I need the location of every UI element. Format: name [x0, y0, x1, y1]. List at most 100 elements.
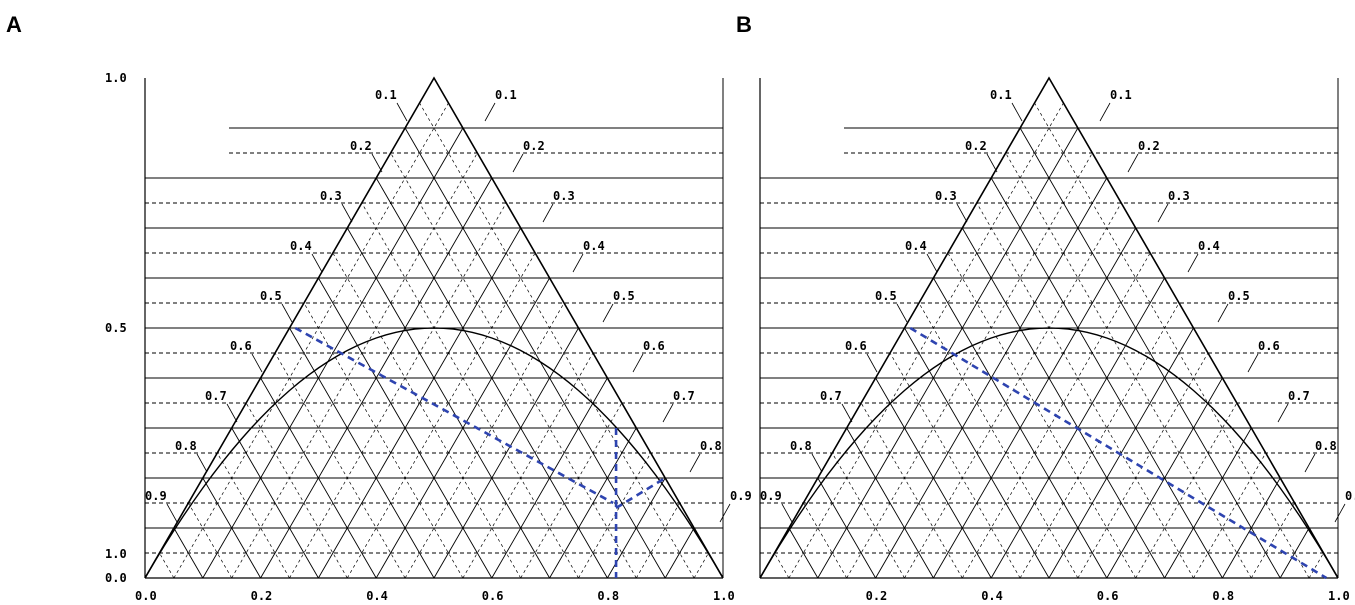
leader-line — [956, 203, 968, 223]
mesh-line — [202, 477, 261, 579]
mesh-line — [635, 502, 680, 579]
diag-label-left: 0.5 — [875, 289, 897, 303]
leader-line — [811, 453, 823, 473]
diag-label-right: 0.8 — [700, 439, 722, 453]
leader-line — [281, 303, 293, 323]
tie-line — [615, 476, 666, 510]
mesh-line — [1135, 402, 1238, 579]
diag-label-left: 0.7 — [205, 389, 227, 403]
diag-label-right: 0.1 — [1110, 88, 1132, 102]
mesh-line — [1193, 452, 1267, 579]
x-tick-label: 0.4 — [981, 589, 1003, 603]
binodal-curve — [759, 327, 1339, 579]
diag-label-left: 0.2 — [350, 139, 372, 153]
diag-label-right: 0.4 — [583, 239, 605, 253]
leader-line — [896, 303, 908, 323]
leader-line — [986, 153, 998, 173]
mesh-line — [361, 202, 579, 579]
leader-line — [311, 253, 323, 273]
chart-panel-a: 0.1 0.1 0.2 0.2 0.3 0.3 0.4 0.4 0.5 0.5 0.6 0.6 0.7 0… — [105, 71, 752, 603]
diag-label-left: 0.5 — [260, 289, 282, 303]
y-tick-label: 1.0 — [105, 71, 127, 85]
mesh-line — [260, 377, 377, 579]
diag-label-right: 0.2 — [523, 139, 545, 153]
leader-line — [226, 403, 238, 423]
diag-label-right: 0.7 — [673, 389, 695, 403]
mesh-line — [664, 527, 695, 579]
x-tick-label: 1.0 — [1328, 589, 1350, 603]
diag-label-left: 0.3 — [935, 189, 957, 203]
mesh-line — [860, 402, 963, 579]
mesh-line — [875, 377, 992, 579]
mesh-line — [231, 427, 319, 579]
bottom-left-label: 1.0 — [105, 547, 127, 561]
mesh-line — [1222, 477, 1281, 579]
leader-line — [719, 503, 731, 523]
leader-line — [572, 253, 584, 273]
mesh-line — [216, 452, 290, 579]
diag-label-left: 0.1 — [375, 88, 397, 102]
tie-line — [909, 326, 1328, 580]
leader-line — [1187, 253, 1199, 273]
mesh-line — [1005, 152, 1252, 579]
leader-line — [602, 303, 614, 323]
mesh-line — [976, 202, 1194, 579]
leader-line — [1247, 353, 1259, 373]
leader-line — [396, 102, 408, 122]
mesh-line — [491, 377, 608, 579]
diag-label-left: 0.1 — [990, 88, 1012, 102]
mesh-line — [231, 152, 478, 579]
mesh-line — [846, 427, 934, 579]
mesh-line — [188, 502, 233, 579]
diag-label-right: 0.1 — [495, 88, 517, 102]
mesh-line — [289, 327, 435, 579]
leader-line — [1157, 203, 1169, 223]
x-tick-label: 1.0 — [713, 589, 735, 603]
diag-label-right: 0.5 — [1228, 289, 1250, 303]
mesh-line — [289, 202, 507, 579]
chart-panel-b: 0.1 0.1 0.2 0.2 0.3 0.3 0.4 0.4 0.5 0.5 0.6 0.6 0.7 0… — [759, 76, 1355, 603]
leader-line — [1334, 503, 1346, 523]
mesh-line — [245, 402, 348, 579]
leader-line — [1217, 303, 1229, 323]
mesh-line — [918, 302, 1079, 579]
mesh-line — [817, 477, 876, 579]
diag-label-left: 0.4 — [290, 239, 312, 253]
diag-label-left: 0.9 — [145, 489, 167, 503]
diag-label-left: 0.6 — [845, 339, 867, 353]
mesh-line — [549, 427, 637, 579]
leader-line — [926, 253, 938, 273]
mesh-line — [1164, 427, 1252, 579]
mesh-line — [346, 252, 536, 579]
mesh-line — [318, 227, 522, 579]
x-tick-label: 0.6 — [482, 589, 504, 603]
leader-line — [662, 403, 674, 423]
diag-label-right: 0.3 — [1168, 189, 1190, 203]
x-tick-label: 0.2 — [866, 589, 888, 603]
leader-line — [1099, 102, 1111, 122]
x-tick-label: 0.0 — [135, 589, 157, 603]
leader-line — [1127, 153, 1139, 173]
mesh-line — [404, 302, 565, 579]
mesh-line — [788, 102, 1064, 579]
binodal-curve — [144, 327, 724, 579]
mesh-line — [346, 227, 550, 579]
diag-label-right: 0.7 — [1288, 389, 1310, 403]
diag-label-right: 0.9 — [730, 489, 752, 503]
diag-label-right: 0.3 — [553, 189, 575, 203]
x-tick-label: 0.6 — [1097, 589, 1119, 603]
mesh-line — [1077, 352, 1209, 579]
x-tick-label: 0.4 — [366, 589, 388, 603]
diag-label-right: 0.2 — [1138, 139, 1160, 153]
diag-label-left: 0.7 — [820, 389, 842, 403]
mesh-line — [889, 352, 1021, 579]
mesh-line — [462, 352, 594, 579]
diag-label-left: 0.8 — [790, 439, 812, 453]
y-tick-label: 0.0 — [105, 571, 127, 585]
diag-label-left: 0.4 — [905, 239, 927, 253]
leader-line — [1304, 453, 1316, 473]
mesh-line — [173, 102, 449, 579]
mesh-line — [1034, 102, 1310, 579]
mesh-line — [159, 552, 175, 579]
